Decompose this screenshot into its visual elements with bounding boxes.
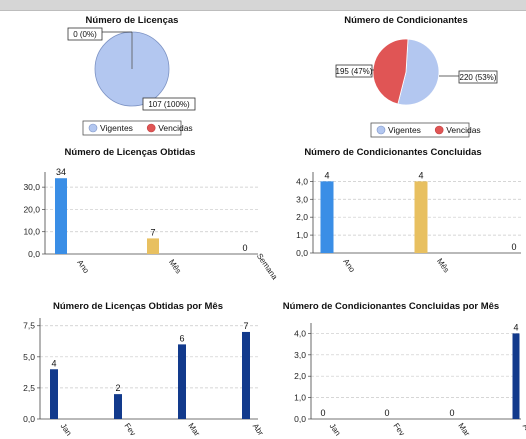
y-tick-label: 3,0 [294, 350, 306, 360]
y-tick-label: 4,0 [294, 328, 306, 338]
chart-title: Número de Condicionantes [344, 15, 468, 26]
bar-value-label: 0 [449, 408, 454, 418]
x-tick-label: Mês [435, 257, 451, 275]
y-tick-label: 2,5 [23, 383, 35, 393]
y-tick-label: 10,0 [23, 227, 40, 237]
bar [50, 369, 58, 419]
callout-box [142, 97, 196, 111]
chart-title: Número de Condicionantes Concluidas [304, 147, 481, 158]
bar-chart-condicionantes-concluidas: Número de Condicionantes Concluidas 0,0 1,… [263, 145, 526, 295]
bar-value-label: 0 [511, 242, 516, 252]
slice-label: 0 (0%) [73, 30, 97, 39]
bar-value-label: 7 [243, 321, 248, 331]
slice-label: 220 (53%) [460, 73, 497, 82]
pie-slice [397, 38, 440, 106]
legend-marker [146, 123, 156, 133]
legend-marker [376, 125, 386, 135]
bar [55, 178, 67, 254]
y-tick-label: 0,0 [28, 249, 40, 259]
top-toolbar [0, 0, 526, 11]
x-tick-label: Abr [521, 422, 526, 438]
y-tick-label: 7,5 [23, 321, 35, 331]
callout-box [67, 27, 103, 41]
x-tick-label: Fev [123, 422, 138, 438]
bar [512, 333, 520, 419]
slice-label: 195 (47%) [336, 67, 373, 76]
y-tick-label: 1,0 [296, 230, 308, 240]
legend-box [82, 120, 182, 136]
y-tick-label: 0,0 [296, 248, 308, 258]
pie-slice [372, 38, 409, 105]
bar-value-label: 34 [56, 167, 66, 177]
bar-value-label: 0 [242, 243, 247, 253]
bar [114, 394, 122, 419]
bar-value-label: 0 [320, 408, 325, 418]
y-tick-label: 4,0 [296, 176, 308, 186]
bar [414, 181, 428, 253]
bar-chart-licencas-obtidas: Número de Licenças Obtidas 0,0 10,0 20,0 30,… [0, 145, 279, 295]
x-tick-label: Mês [167, 258, 183, 276]
y-tick-label: 30,0 [23, 182, 40, 192]
bar [178, 344, 186, 419]
x-tick-label: Ano [75, 258, 91, 275]
bar-chart-condicionantes-por-mes: Número de Condicionantes Concluidas por … [263, 299, 526, 439]
chart-title: Número de Licenças Obtidas [65, 147, 196, 158]
bar-value-label: 4 [418, 170, 423, 180]
callout-box [335, 64, 373, 78]
bar-value-label: 0 [384, 408, 389, 418]
bar-chart-licencas-por-mes: Número de Licenças Obtidas por Mês 0,0 2,5… [0, 299, 265, 439]
x-tick-label: Fev [392, 422, 407, 438]
legend-marker [88, 123, 98, 133]
bar-chart-condicionantes-por-mes-svg: Número de Condicionantes Concluidas por … [283, 301, 526, 438]
bar-chart-licencas-obtidas-svg: Número de Licenças Obtidas 0,0 10,0 20,0 30,… [23, 147, 279, 282]
bar-chart-licencas-por-mes-svg: Número de Licenças Obtidas por Mês 0,0 2,5… [23, 301, 265, 438]
x-tick-label: Jan [59, 422, 74, 438]
bar-value-label: 4 [51, 358, 56, 368]
bar-value-label: 4 [513, 322, 518, 332]
chart-title: Número de Licenças Obtidas por Mês [53, 301, 223, 312]
callout-box [458, 70, 498, 84]
y-tick-label: 5,0 [23, 352, 35, 362]
x-tick-label: Ano [341, 257, 357, 274]
bar-chart-condicionantes-concluidas-svg: Número de Condicionantes Concluidas 0,0 1,… [296, 147, 526, 281]
pie-chart-condicionantes-svg: Número de Condicionantes 195 (47%) 220 (53… [335, 15, 498, 138]
pie-chart-condicionantes: Número de Condicionantes 195 (47%) 220 (53… [263, 10, 526, 140]
legend-box [370, 122, 470, 138]
bar-value-label: 7 [150, 227, 155, 237]
legend-label: Vencidas [158, 123, 193, 133]
x-tick-label: Jan [328, 422, 343, 438]
y-tick-label: 2,0 [294, 371, 306, 381]
legend-marker [434, 125, 444, 135]
pie-chart-licencas-svg: Número de Licenças 0 (0%) 107 (100%) Vigent… [67, 15, 196, 136]
slice-label: 107 (100%) [148, 100, 190, 109]
x-tick-label: Mar [186, 421, 201, 438]
y-tick-label: 20,0 [23, 204, 40, 214]
chart-title: Número de Licenças [86, 15, 179, 26]
y-tick-label: 0,0 [23, 414, 35, 424]
y-tick-label: 0,0 [294, 414, 306, 424]
bar-value-label: 2 [115, 383, 120, 393]
legend-label: Vigentes [100, 123, 133, 133]
pie-chart-licencas: Número de Licenças 0 (0%) 107 (100%) Vigent… [0, 10, 263, 140]
legend-label: Vencidas [446, 125, 481, 135]
bar [320, 181, 334, 253]
y-tick-label: 1,0 [294, 393, 306, 403]
x-tick-label: Mar [456, 421, 471, 438]
bar-value-label: 4 [324, 170, 329, 180]
bar [147, 238, 159, 254]
chart-title: Número de Condicionantes Concluidas por … [283, 301, 499, 312]
bar [242, 331, 250, 419]
y-tick-label: 2,0 [296, 212, 308, 222]
legend-label: Vigentes [388, 125, 421, 135]
bar-value-label: 6 [179, 333, 184, 343]
y-tick-label: 3,0 [296, 194, 308, 204]
